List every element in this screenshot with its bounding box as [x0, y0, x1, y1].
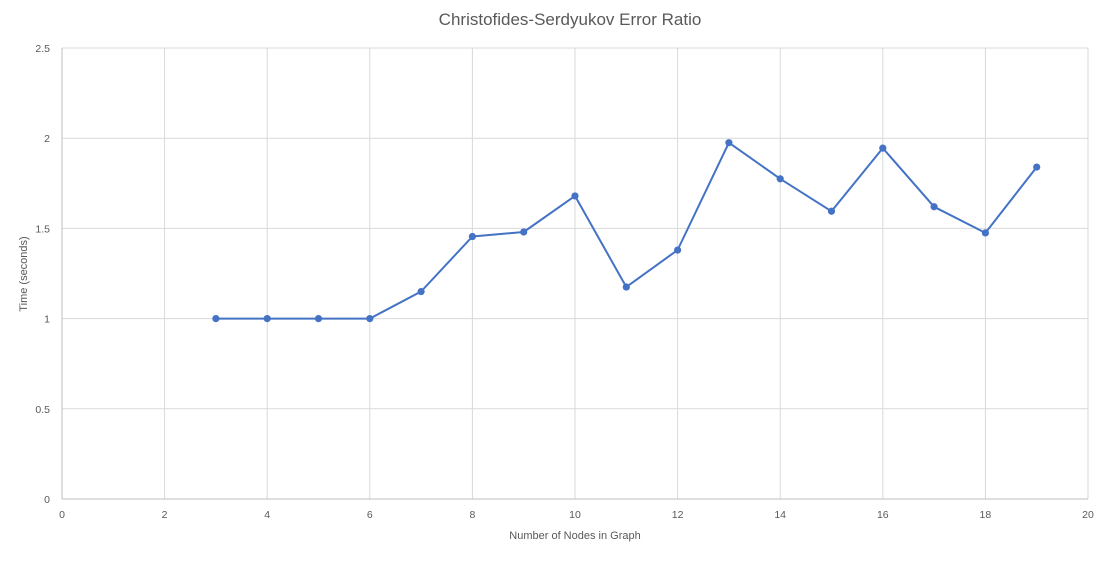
- x-tick-label: 4: [264, 509, 270, 521]
- data-point: [981, 229, 990, 237]
- data-point: [1033, 163, 1041, 171]
- y-tick-label: 1.5: [35, 223, 50, 235]
- x-tick-label: 6: [367, 509, 373, 521]
- data-point: [468, 232, 476, 241]
- data-point: [827, 207, 836, 215]
- y-tick-label: 1: [44, 314, 50, 326]
- data-point: [930, 203, 938, 211]
- x-tick-label: 2: [162, 509, 168, 521]
- data-point: [776, 175, 784, 183]
- data-point: [622, 283, 630, 291]
- data-point: [212, 315, 220, 323]
- data-point: [571, 192, 579, 200]
- series-line: [215, 141, 1038, 320]
- y-axis-title: Time (seconds): [18, 236, 30, 311]
- chart-title: Christofides-Serdyukov Error Ratio: [439, 10, 702, 29]
- y-tick-label: 2: [44, 133, 50, 145]
- data-point: [674, 246, 682, 254]
- data-point: [366, 315, 374, 323]
- data-point: [879, 144, 887, 152]
- x-tick-label: 10: [569, 509, 581, 521]
- grid-layer: [62, 47, 1089, 499]
- x-tick-label: 16: [877, 509, 889, 521]
- y-tick-label: 0: [44, 494, 50, 506]
- data-point: [725, 139, 733, 147]
- x-tick-label: 8: [469, 509, 475, 521]
- x-tick-label: 18: [980, 509, 992, 521]
- x-tick-label: 0: [59, 509, 65, 521]
- data-point: [314, 315, 323, 323]
- axis-layer: 0 2 4 6 8 10 12 14 16 18 20 0 0.5 1 1.5 2 2.5: [35, 43, 1094, 521]
- data-point: [263, 315, 271, 323]
- data-point: [520, 228, 528, 236]
- data-point: [417, 287, 425, 296]
- y-tick-label: 2.5: [35, 43, 50, 55]
- x-tick-label: 12: [672, 509, 684, 521]
- x-axis-title: Number of Nodes in Graph: [509, 530, 640, 542]
- x-tick-label: 14: [774, 509, 786, 521]
- y-tick-label: 0.5: [35, 404, 50, 416]
- x-tick-label: 20: [1082, 509, 1094, 521]
- series-layer: [212, 139, 1041, 323]
